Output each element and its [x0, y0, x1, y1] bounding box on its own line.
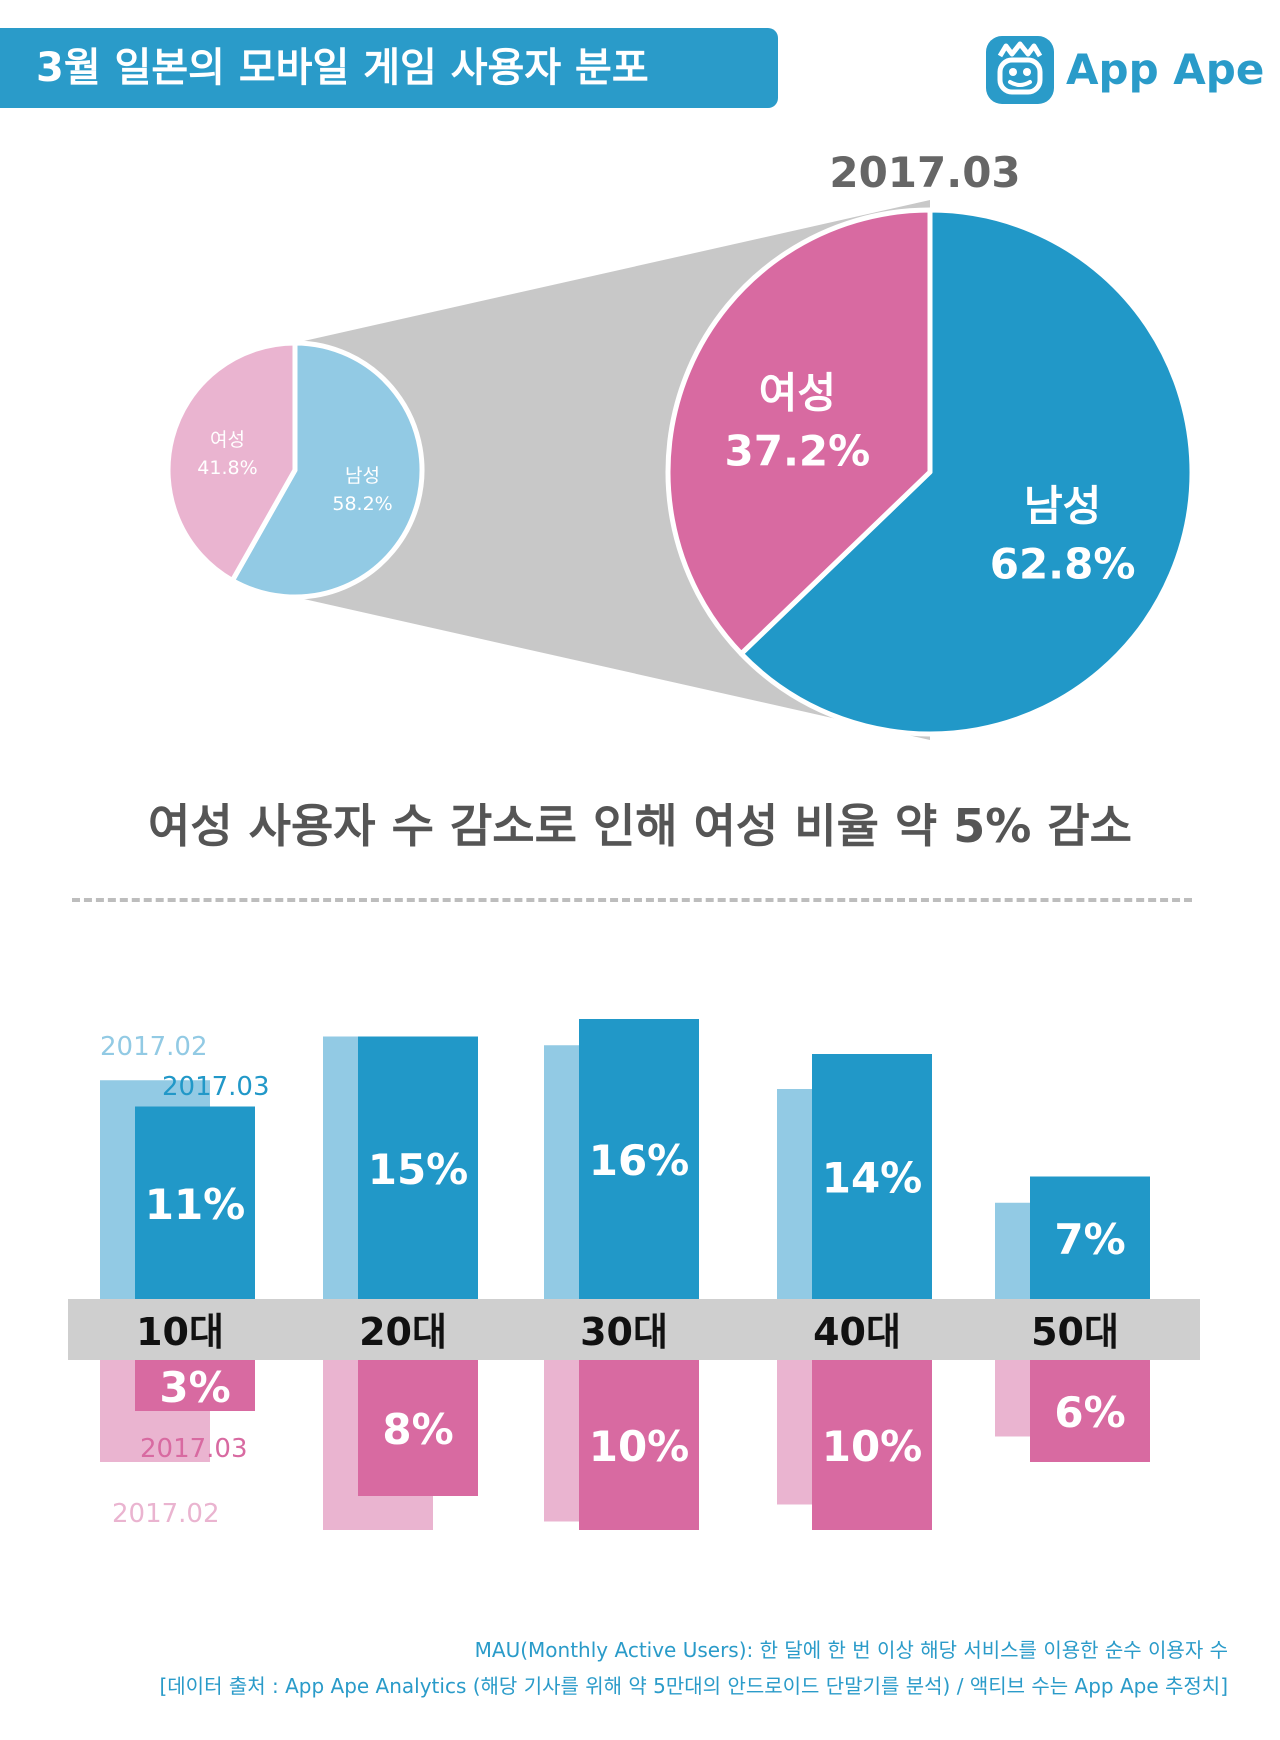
app-ape-logo: App Ape [986, 30, 1264, 108]
pie1-label-1: 여성 [210, 429, 245, 451]
bar-male-cur-1 [358, 1036, 478, 1299]
pie1-slice-1 [165, 340, 298, 584]
pie-charts: 남성 58.2% 여성 41.8% 남성 62.8% 여성 37.2% 2017.03 [165, 148, 1195, 740]
age-bar-chart-svg: 11% 3% 10대 15% 8% 20대 16% 10% 30대 14% 10% 40대 7% 6% 50… [68, 1019, 1200, 1530]
bar-female-cur-2 [579, 1360, 699, 1530]
bar-female-label-4: 6% [1054, 1388, 1125, 1437]
pie1-label-0: 남성 [345, 465, 380, 487]
pie1-value-0: 58.2% [332, 493, 392, 515]
legend-female-prev: 2017.02 [112, 1499, 220, 1529]
dashed-divider [72, 898, 1192, 902]
bar-male-label-2: 16% [589, 1136, 690, 1185]
bar-female-cur-3 [812, 1360, 932, 1530]
bar-female-label-0: 3% [159, 1363, 230, 1412]
pie2-title: 2017.03 [829, 148, 1020, 197]
age-category-4: 50대 [1031, 1310, 1119, 1354]
pie2-label-1: 여성 [759, 369, 836, 418]
logo-text: App Ape [1066, 45, 1265, 94]
bar-male-cur-0 [135, 1106, 255, 1299]
legend-male-prev: 2017.02 [100, 1032, 208, 1062]
bar-male-cur-3 [812, 1054, 932, 1299]
bar-male-label-1: 15% [368, 1145, 469, 1194]
bar-male-label-0: 11% [145, 1180, 246, 1229]
pie1-value-1: 41.8% [197, 457, 257, 479]
pie2-value-1: 37.2% [725, 427, 871, 476]
ape-face-icon [986, 36, 1054, 104]
age-category-2: 30대 [580, 1310, 668, 1354]
pie2-value-0: 62.8% [990, 539, 1136, 588]
bar-male-cur-2 [579, 1019, 699, 1299]
legend-female-cur: 2017.03 [140, 1434, 248, 1464]
bar-female-label-2: 10% [589, 1422, 690, 1471]
pie-comparison: 남성 58.2% 여성 41.8% 남성 62.8% 여성 37.2% 2017.03 [0, 140, 1280, 744]
age-category-3: 40대 [813, 1310, 901, 1354]
pie2-slice-1 [665, 207, 933, 657]
footer-notes: MAU(Monthly Active Users): 한 달에 한 번 이상 해… [159, 1632, 1228, 1704]
bar-male-cur-4 [1030, 1176, 1150, 1299]
bar-female-cur-1 [358, 1360, 478, 1496]
bar-female-cur-4 [1030, 1360, 1150, 1462]
age-axis-band [68, 1299, 1200, 1360]
page-title: 3월 일본의 모바일 게임 사용자 분포 [36, 45, 649, 91]
age-category-0: 10대 [136, 1310, 224, 1354]
pie2-label-0: 남성 [1024, 481, 1101, 530]
bar-female-cur-0 [135, 1360, 255, 1411]
pie1-slice-0 [229, 340, 425, 600]
bar-female-label-3: 10% [822, 1422, 923, 1471]
footer-mau-note: MAU(Monthly Active Users): 한 달에 한 번 이상 해… [474, 1638, 1228, 1662]
age-bar-chart: 11% 3% 10대 15% 8% 20대 16% 10% 30대 14% 10% 40대 7% 6% 50… [0, 960, 1280, 1604]
legend-male-cur: 2017.03 [162, 1072, 270, 1102]
pie2-slice-0 [738, 207, 1195, 737]
headline: 여성 사용자 수 감소로 인해 여성 비율 약 5% 감소 [148, 799, 1132, 853]
bar-male-label-4: 7% [1054, 1215, 1125, 1264]
age-category-1: 20대 [359, 1310, 447, 1354]
bar-male-label-3: 14% [822, 1154, 923, 1203]
bar-female-label-1: 8% [382, 1405, 453, 1454]
footer-source-note: [데이터 출처 : App Ape Analytics (해당 기사를 위해 약… [159, 1674, 1228, 1698]
title-banner: 3월 일본의 모바일 게임 사용자 분포 [0, 28, 778, 108]
